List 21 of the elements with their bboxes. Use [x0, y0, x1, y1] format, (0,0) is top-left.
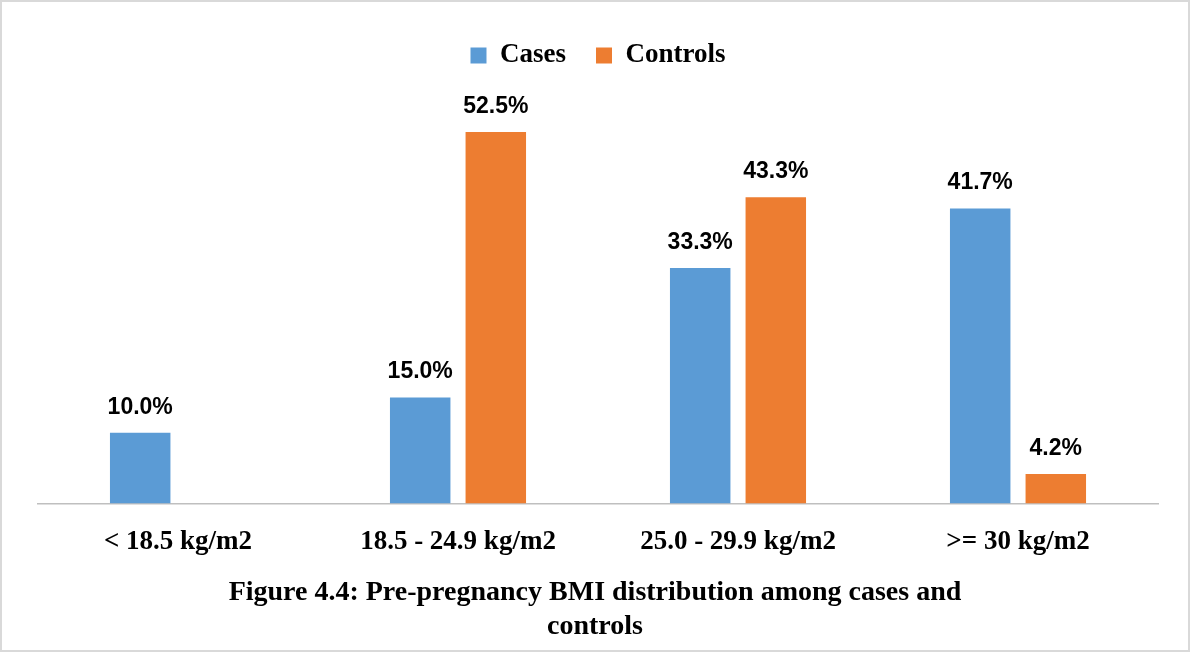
x-tick-label: 18.5 - 24.9 kg/m2 — [360, 524, 556, 555]
data-label: 41.7% — [947, 168, 1013, 195]
x-tick-label: >= 30 kg/m2 — [946, 524, 1090, 555]
bar — [389, 397, 451, 504]
bar — [669, 267, 731, 504]
bar — [109, 432, 171, 504]
data-label: 52.5% — [463, 91, 529, 118]
legend-label: Controls — [625, 38, 726, 69]
x-tick-label: < 18.5 kg/m2 — [103, 524, 253, 555]
legend-label: Cases — [500, 38, 566, 69]
text: Figure 4.4: Pre-pregnancy BMI distribution among cases and controls — [227, 574, 963, 642]
bar — [949, 208, 1011, 504]
bar — [745, 197, 807, 504]
x-tick-label: 25.0 - 29.9 kg/m2 — [640, 524, 836, 555]
data-label: 4.2% — [1029, 433, 1083, 460]
data-label: 43.3% — [743, 157, 809, 184]
bar — [1025, 473, 1087, 504]
bar — [465, 132, 527, 504]
data-label: 33.3% — [667, 227, 733, 254]
data-label: 10.0% — [107, 392, 173, 419]
data-label: 15.0% — [387, 357, 453, 384]
